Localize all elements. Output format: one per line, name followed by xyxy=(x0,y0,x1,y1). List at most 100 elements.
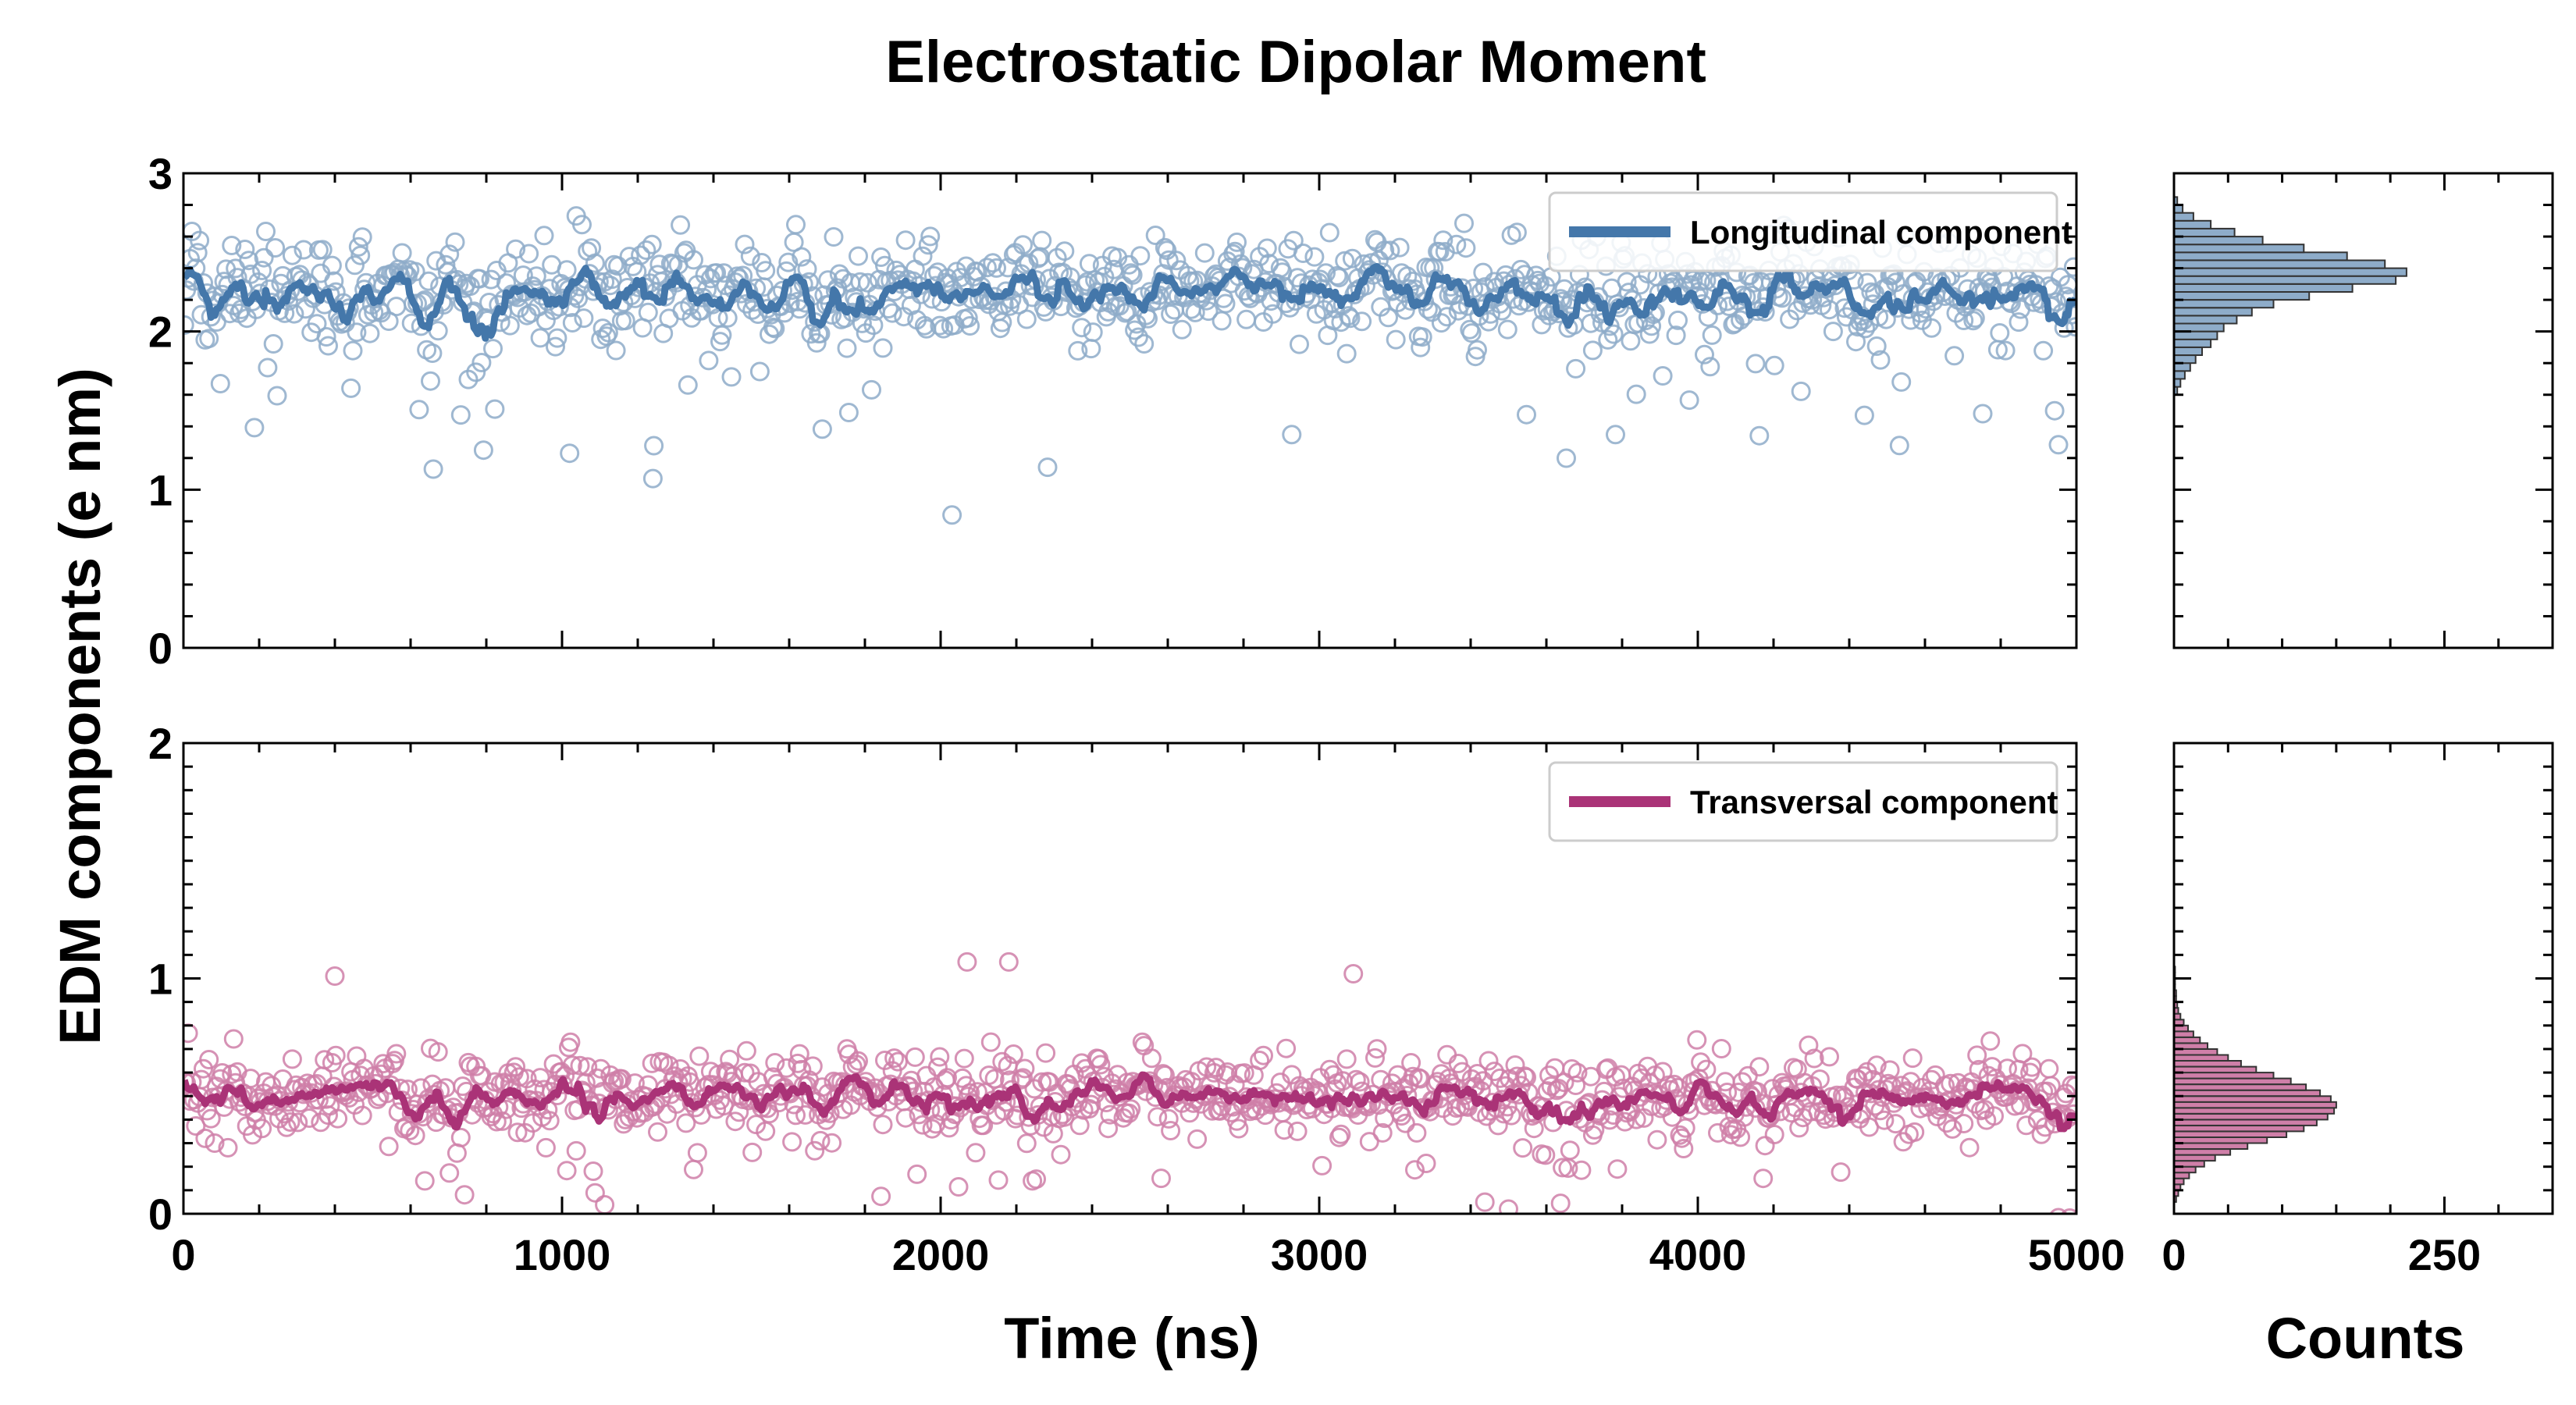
top-point-361 xyxy=(858,272,878,293)
y-axis-label: EDM components (e nm) xyxy=(48,368,112,1044)
top-point-622 xyxy=(1352,311,1372,332)
top-mean-line xyxy=(183,263,2076,342)
top-point-854 xyxy=(1791,381,1811,401)
bottom-scatter-panel: 0 1000 2000 3000 4000 5000 0 1 2 Transversal comp… xyxy=(148,719,2125,1279)
bottom-point-943 xyxy=(1959,1137,1980,1158)
top-point-539 xyxy=(1194,243,1215,263)
top-point-756 xyxy=(1606,425,1625,445)
bottom-hist-xtick-label-0: 0 xyxy=(2161,1230,2186,1279)
top-point-217 xyxy=(585,253,605,273)
top-hist-bar-16 xyxy=(2173,259,2386,269)
top-hist-bar-5 xyxy=(2173,346,2203,356)
bottom-point-56 xyxy=(280,1112,301,1132)
top-hist-bar-13 xyxy=(2173,283,2354,293)
top-point-871 xyxy=(1823,322,1843,342)
bottom-point-880 xyxy=(1847,1213,1853,1214)
top-point-319 xyxy=(778,252,799,272)
top-point-962 xyxy=(1995,340,2016,361)
bottom-point-560 xyxy=(1234,1063,1254,1083)
bottom-point-444 xyxy=(1015,1058,1035,1079)
bottom-point-728 xyxy=(1553,1158,1573,1178)
bottom-point-16 xyxy=(205,1133,225,1153)
top-point-541 xyxy=(1198,301,1219,322)
top-point-649 xyxy=(1403,271,1423,291)
bottom-point-719 xyxy=(1535,1145,1556,1165)
top-point-49 xyxy=(267,386,287,406)
top-point-513 xyxy=(1145,226,1165,245)
top-point-356 xyxy=(849,246,868,266)
bottom-point-713 xyxy=(1524,1119,1544,1139)
top-point-374 xyxy=(882,303,902,323)
top-point-1000 xyxy=(423,459,443,479)
bottom-point-20 xyxy=(212,1063,233,1083)
bottom-point-864 xyxy=(1809,1069,1830,1090)
top-point-767 xyxy=(1626,384,1646,404)
bottom-point-369 xyxy=(873,1115,893,1135)
top-point-775 xyxy=(1642,316,1662,336)
bottom-xtick-label-2: 2000 xyxy=(892,1230,990,1279)
top-point-677 xyxy=(1456,238,1476,258)
top-point-665 xyxy=(1433,230,1453,251)
top-point-289 xyxy=(721,367,742,387)
top-point-995 xyxy=(2058,275,2076,295)
top-point-208 xyxy=(568,288,589,308)
top-point-211 xyxy=(574,308,594,329)
top-point-228 xyxy=(606,340,626,361)
top-point-41 xyxy=(252,261,272,280)
top-point-605 xyxy=(1319,222,1340,243)
bottom-point-704 xyxy=(1507,1066,1527,1087)
bottom-point-127 xyxy=(415,1171,435,1191)
top-point-262 xyxy=(671,215,691,235)
bottom-point-356 xyxy=(849,1051,868,1071)
bottom-point-707 xyxy=(1513,1138,1533,1158)
top-point-337 xyxy=(812,419,832,439)
bottom-point-213 xyxy=(578,1057,598,1077)
bottom-point-767 xyxy=(1626,1109,1646,1129)
top-point-89 xyxy=(343,340,363,361)
top-point-78 xyxy=(322,255,342,276)
top-point-76 xyxy=(318,336,338,356)
top-point-299 xyxy=(740,246,760,266)
top-point-950 xyxy=(1973,404,1993,424)
top-point-25 xyxy=(222,236,242,255)
bottom-point-381 xyxy=(895,1108,916,1128)
bottom-point-996 xyxy=(2061,1208,2076,1214)
top-point-432 xyxy=(992,312,1012,333)
bottom-point-484 xyxy=(1091,1055,1111,1075)
bottom-point-442 xyxy=(1011,1069,1031,1090)
top-point-172 xyxy=(500,315,520,336)
top-point-202 xyxy=(557,260,577,280)
bottom-hist-bar-27 xyxy=(2173,1036,2201,1044)
bottom-point-418 xyxy=(966,1143,986,1163)
bottom-point-955 xyxy=(1982,1057,2002,1077)
top-point-300 xyxy=(742,300,763,320)
top-point-474 xyxy=(1072,318,1092,338)
bottom-point-853 xyxy=(1789,1118,1809,1138)
bottom-point-256 xyxy=(659,1055,679,1076)
top-point-364 xyxy=(863,315,884,336)
top-hist-bar-10 xyxy=(2173,307,2253,317)
top-point-307 xyxy=(756,261,776,281)
top-point-98 xyxy=(360,323,380,343)
top-point-248 xyxy=(644,436,664,456)
top-point-108 xyxy=(379,311,399,331)
top-hist-bar-20 xyxy=(2173,227,2236,237)
bottom-point-582 xyxy=(1276,1038,1297,1058)
bottom-point-66 xyxy=(299,1108,319,1128)
top-point-610 xyxy=(1329,268,1349,288)
bottom-point-694 xyxy=(1488,1115,1508,1136)
top-point-480 xyxy=(1083,322,1103,343)
bottom-hist-bar-28 xyxy=(2173,1030,2194,1038)
top-point-163 xyxy=(483,339,503,359)
bottom-point-689 xyxy=(1478,1051,1499,1071)
top-point-394 xyxy=(920,226,941,247)
top-point-369 xyxy=(873,338,893,358)
bottom-point-557 xyxy=(1229,1119,1249,1139)
bottom-point-76 xyxy=(318,1105,338,1126)
bottom-point-144 xyxy=(447,1143,467,1163)
top-hist-bar-22 xyxy=(2173,212,2194,222)
bottom-point-954 xyxy=(1980,1031,2001,1051)
top-point-329 xyxy=(797,259,817,279)
bottom-point-514 xyxy=(1147,1107,1168,1127)
